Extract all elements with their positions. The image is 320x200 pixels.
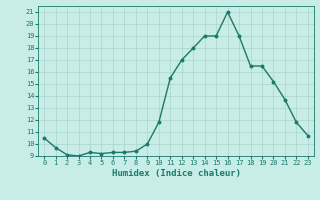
- X-axis label: Humidex (Indice chaleur): Humidex (Indice chaleur): [111, 169, 241, 178]
